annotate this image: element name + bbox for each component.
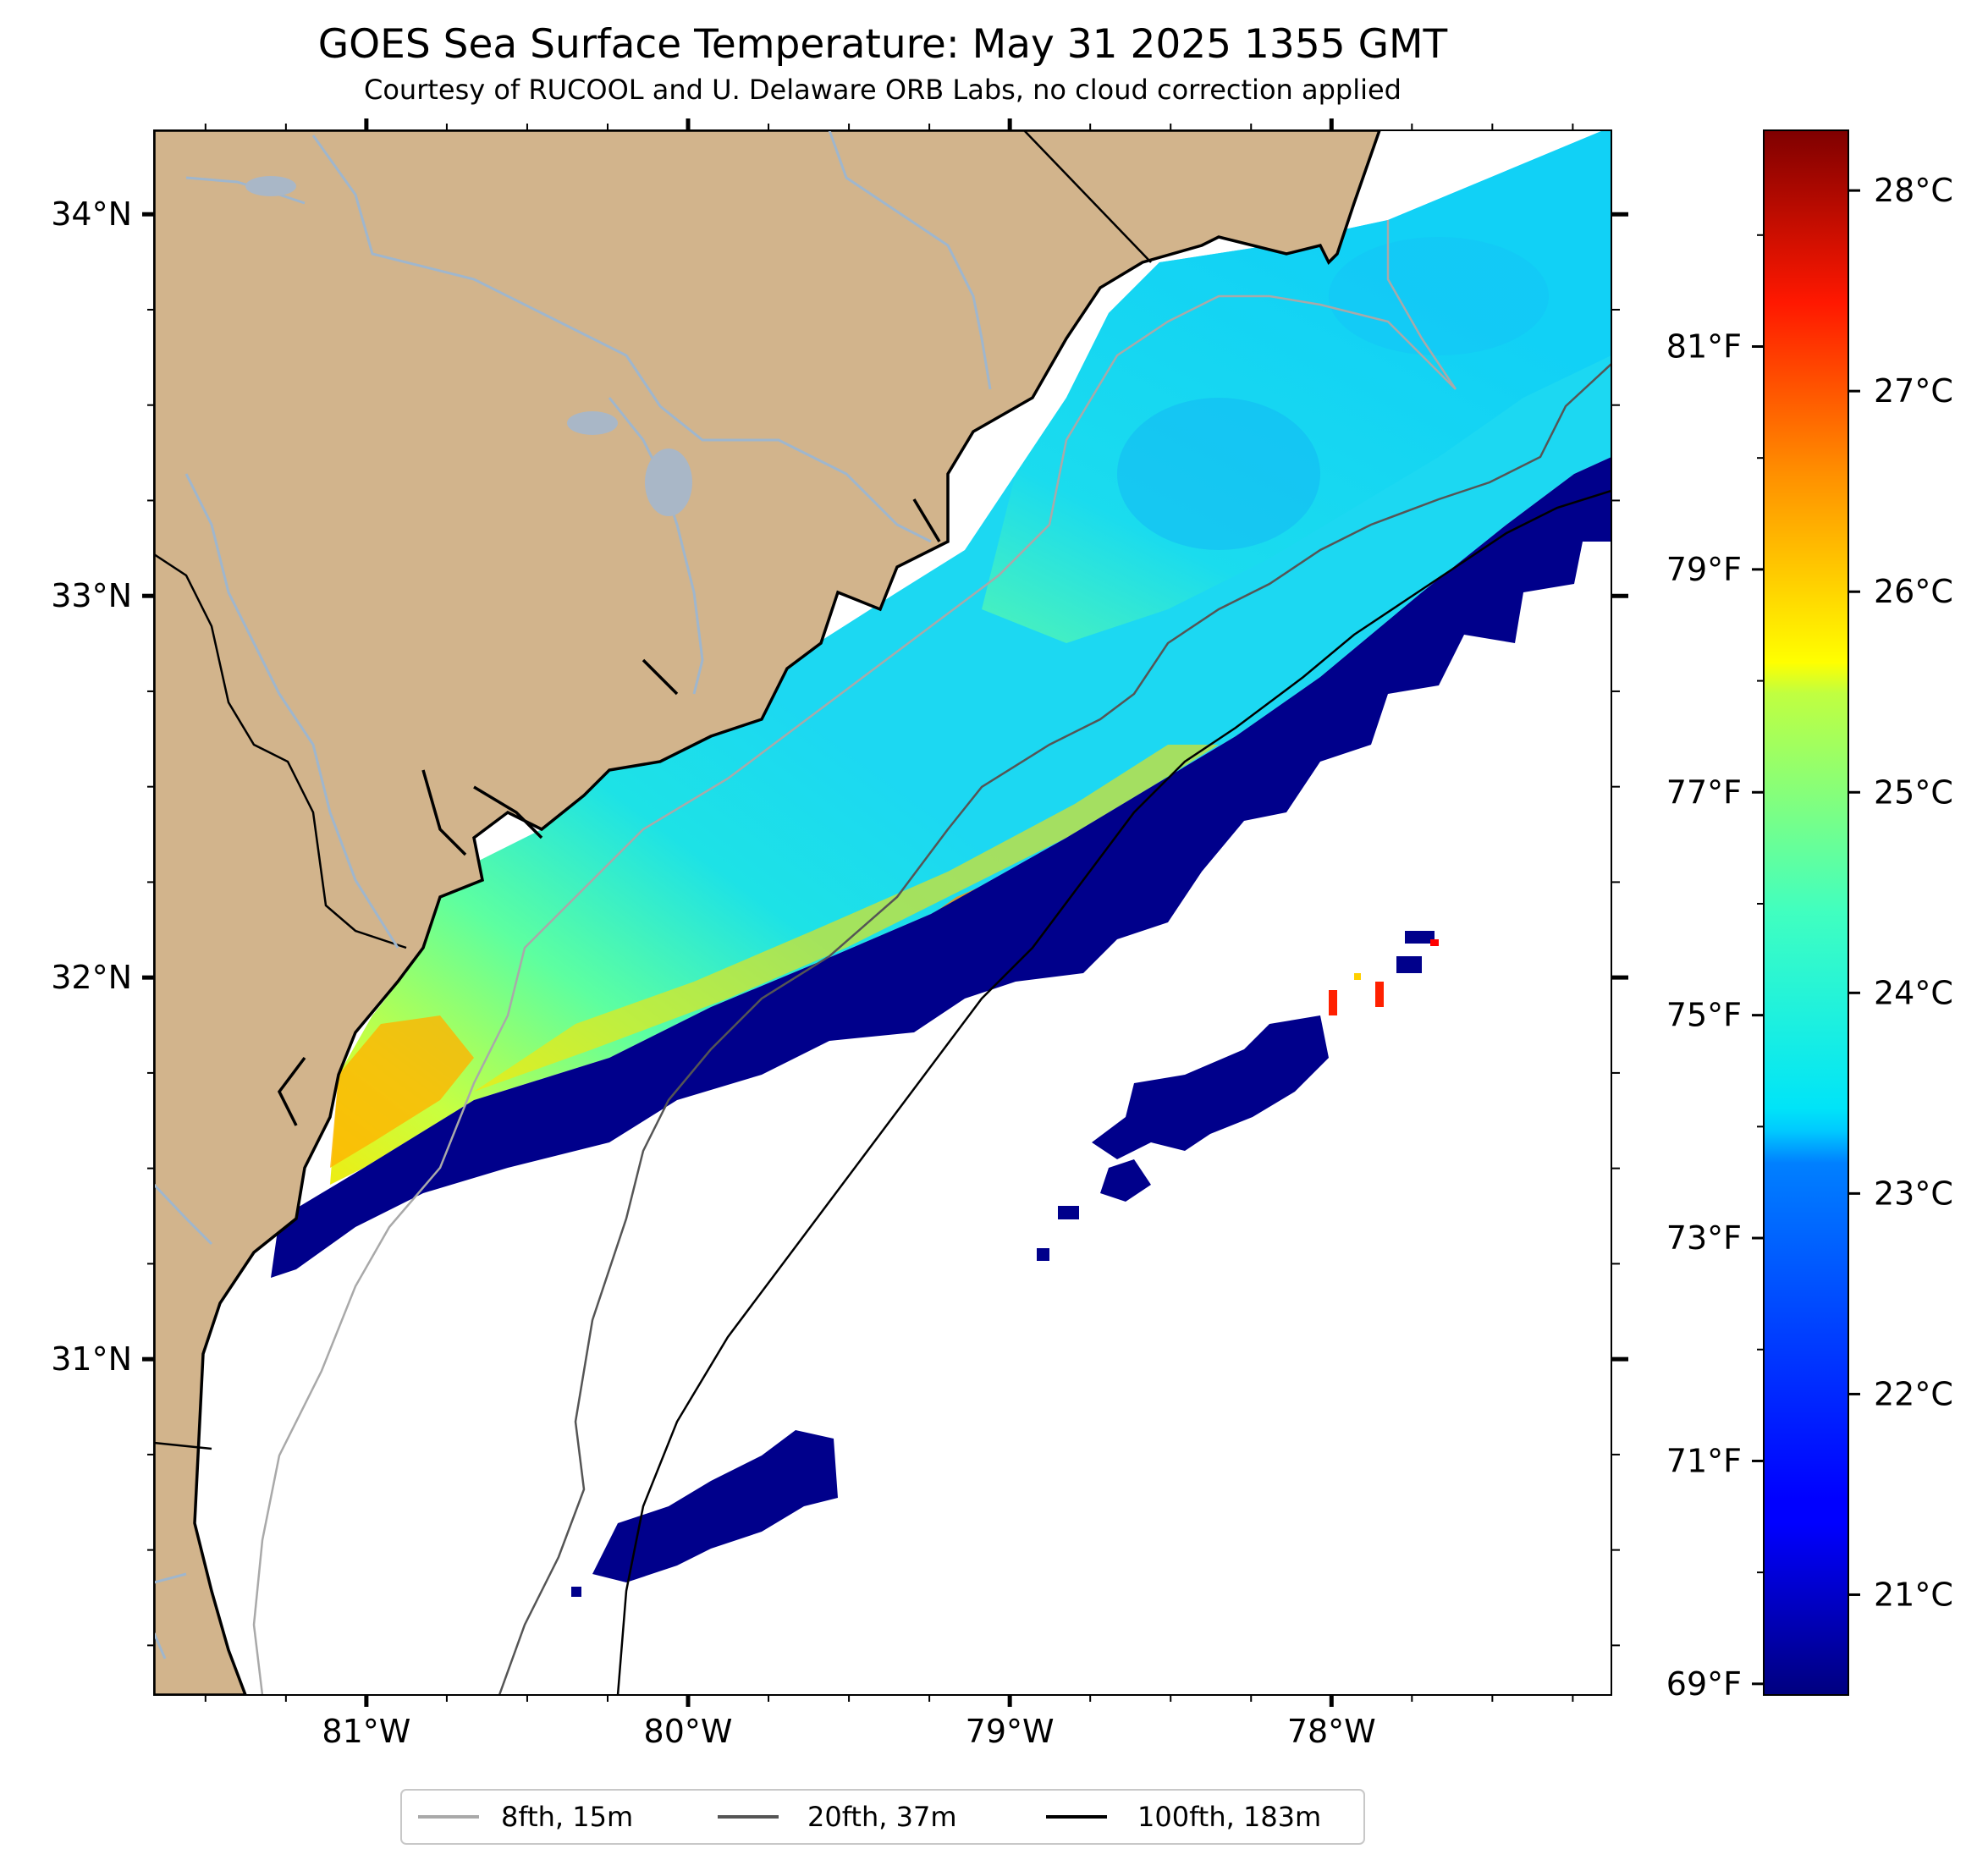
lon-tick-label: 80°W (644, 1713, 733, 1750)
celsius-tick-label: 26°C (1874, 573, 1953, 610)
river-waccamaw (828, 130, 992, 390)
cold-patch-east (1092, 1015, 1329, 1159)
fahrenheit-tick-label: 81°F (1666, 327, 1742, 365)
sst-cold-edge (271, 457, 1611, 1278)
celsius-tick-label: 28°C (1874, 172, 1953, 209)
isobath-8fth (252, 220, 1457, 1695)
legend-label-20fth: 20fth, 37m (807, 1801, 956, 1833)
lon-tick-label: 79°W (966, 1713, 1055, 1750)
contour-legend: 8fth, 15m 20fth, 37m 100fth, 183m (400, 1789, 1365, 1845)
lake-marion (645, 448, 692, 516)
state-border-nc (1023, 130, 1152, 263)
sst-cool-nearshore (1329, 237, 1549, 355)
land-mainland (154, 130, 1381, 1695)
celsius-tick-label: 23°C (1874, 1175, 1953, 1212)
cold-patch-south (592, 1430, 838, 1582)
cold-patch-speck-3 (571, 1587, 581, 1597)
celsius-tick-label: 22°C (1874, 1375, 1953, 1412)
lat-tick-label: 33°N (51, 577, 132, 614)
sst-warm-inshore-south (330, 1015, 474, 1168)
celsius-tick-label: 21°C (1874, 1576, 1953, 1613)
sst-warm-offshore-yellow (474, 745, 1219, 1092)
celsius-tick-label: 24°C (1874, 974, 1953, 1011)
lon-tick-label: 78°W (1287, 1713, 1376, 1750)
legend-box (400, 1789, 1365, 1845)
fahrenheit-tick-label: 79°F (1666, 551, 1742, 588)
river-savannah (184, 473, 399, 949)
fahrenheit-tick-label: 77°F (1666, 773, 1742, 811)
colorbar-fahrenheit-axis: 69°F 71°F 73°F 75°F 77°F 79°F 81°F (1666, 234, 1764, 1703)
colorbar: 21°C 22°C 23°C 24°C 25°C 26°C 27°C 28°C 69°F 71°… (1666, 129, 1953, 1703)
legend-label-8fth: 8fth, 15m (501, 1801, 633, 1833)
river-altamaha (154, 1183, 213, 1659)
map-frame (153, 129, 1612, 1696)
warm-speck-cluster (1329, 931, 1439, 1015)
legend-label-100fth: 100fth, 183m (1137, 1801, 1321, 1833)
map-area (154, 130, 1611, 1695)
lake-north (245, 176, 296, 196)
map-title: GOES Sea Surface Temperature: May 31 202… (318, 21, 1448, 68)
fahrenheit-tick-label: 75°F (1666, 997, 1742, 1034)
fahrenheit-tick-label: 73°F (1666, 1219, 1742, 1257)
celsius-tick-label: 25°C (1874, 773, 1953, 811)
isobath-100fth (616, 489, 1611, 1695)
lake-moultrie (567, 411, 618, 435)
celsius-tick-label: 27°C (1874, 372, 1953, 410)
isobath-20fth (498, 363, 1611, 1695)
cold-patch-speck-2 (1037, 1248, 1049, 1261)
state-border-ga-fl (154, 1441, 212, 1450)
fahrenheit-tick-label: 71°F (1666, 1442, 1742, 1479)
cold-patch-speck-1 (1058, 1206, 1079, 1219)
river-pee-dee (311, 135, 932, 543)
fahrenheit-tick-label: 69°F (1666, 1665, 1742, 1703)
colorbar-celsius-axis: 21°C 22°C 23°C 24°C 25°C 26°C 27°C 28°C (1848, 172, 1953, 1613)
sst-cool-eddy (1117, 398, 1320, 550)
state-border (154, 553, 407, 949)
lat-tick-label: 34°N (51, 195, 132, 233)
lat-tick-label: 31°N (51, 1340, 132, 1378)
map-subtitle: Courtesy of RUCOOL and U. Delaware ORB L… (364, 74, 1402, 106)
estuary-detail (277, 498, 941, 1126)
colorbar-gradient (1763, 129, 1849, 1696)
lat-tick-label: 32°N (51, 959, 132, 996)
map-axes: 81°W 80°W 79°W 78°W 34°N 33°N 32°N 31°N (51, 118, 1628, 1750)
cold-patch-east-small (1100, 1159, 1151, 1202)
lon-tick-label: 81°W (322, 1713, 410, 1750)
